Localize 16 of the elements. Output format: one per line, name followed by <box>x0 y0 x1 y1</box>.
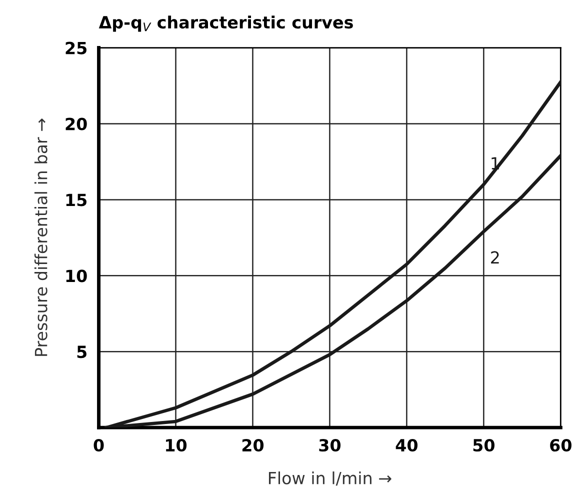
chart-title: Δp-q$_{V}$ characteristic curves <box>98 16 353 32</box>
y-tick-label: 15 <box>66 194 86 206</box>
y-axis-title: Pressure differential in bar → <box>34 118 48 356</box>
x-tick-label: 0 <box>94 438 104 452</box>
x-tick-label: 40 <box>396 438 418 452</box>
series-label: 2 <box>491 251 499 264</box>
x-tick-label: 20 <box>242 438 264 452</box>
y-tick-label: 10 <box>66 270 87 282</box>
x-tick-label: 30 <box>319 438 341 452</box>
x-tick-label: 50 <box>473 438 494 452</box>
x-tick-label: 10 <box>166 438 187 452</box>
y-tick-label: 25 <box>66 42 86 54</box>
x-tick-label: 60 <box>550 438 572 452</box>
y-tick-label: 20 <box>66 118 87 130</box>
y-tick-label: 5 <box>77 346 86 358</box>
x-axis-title: Flow in l/min → <box>268 471 392 486</box>
